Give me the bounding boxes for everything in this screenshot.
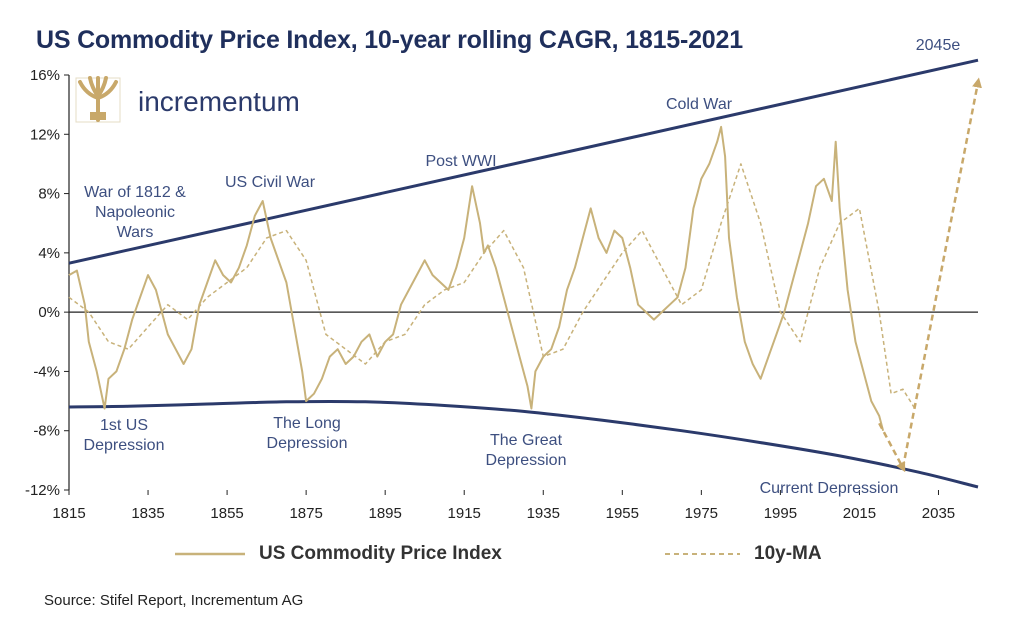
annotation-line: 1st US: [100, 417, 148, 434]
y-tick-label: 8%: [38, 186, 60, 203]
projection-arrow-up: [901, 77, 982, 469]
y-tick-label: 0%: [38, 304, 60, 321]
annotation-line: Depression: [267, 435, 348, 452]
series-line-10y-ma: [68, 163, 916, 409]
x-tick-label: 1975: [685, 505, 718, 522]
x-tick-label: 1815: [52, 505, 85, 522]
x-tick-label: 2035: [922, 505, 955, 522]
annotation-line: The Great: [490, 432, 563, 449]
annotation-label: Post WWI: [425, 153, 496, 170]
annotation-label: The Long Depression: [267, 415, 348, 452]
x-tick-label: 1855: [210, 505, 243, 522]
legend-swatch-dashed: [665, 553, 740, 555]
y-tick-label: -4%: [33, 363, 60, 380]
annotation-label: US Civil War: [225, 174, 316, 191]
annotation-line: Post WWI: [425, 153, 496, 170]
x-tick-label: 1875: [289, 505, 322, 522]
y-tick-label: 4%: [38, 245, 60, 262]
series-line-commodity-index: [68, 125, 885, 431]
legend: US Commodity Price Index 10y-MA: [175, 543, 875, 573]
annotation-line: Cold War: [666, 96, 733, 113]
x-tick-label: 1935: [527, 505, 560, 522]
x-tick-label: 1895: [368, 505, 401, 522]
y-tick-label: -8%: [33, 423, 60, 440]
annotation-line: The Long: [273, 415, 341, 432]
x-tick-label: 1955: [606, 505, 639, 522]
trend-line-upper: [68, 58, 979, 265]
legend-item-index: US Commodity Price Index: [175, 543, 502, 565]
annotation-label: Current Depression: [760, 480, 899, 497]
projection-arrow-down: [878, 422, 906, 473]
legend-swatch-solid: [175, 552, 245, 556]
annotation-line: Current Depression: [760, 480, 899, 497]
x-tick-label: 1915: [448, 505, 481, 522]
logo-text: incrementum: [138, 86, 300, 117]
legend-item-ma: 10y-MA: [665, 543, 822, 565]
annotation-label: 1st US Depression: [84, 417, 165, 454]
annotation-line: 2045e: [916, 37, 961, 54]
source-note: Source: Stifel Report, Incrementum AG: [44, 592, 304, 609]
annotation-line: US Civil War: [225, 174, 316, 191]
y-tick-label: -12%: [25, 482, 60, 499]
incrementum-logo: [75, 76, 121, 123]
annotation-label: 2045e: [916, 37, 961, 54]
logo-tree-icon: [78, 76, 118, 122]
annotation-line: Wars: [117, 224, 154, 241]
logo-trunk: [90, 112, 106, 120]
chart-title: US Commodity Price Index, 10-year rollin…: [36, 26, 743, 54]
annotation-label: War of 1812 & Napoleonic Wars: [84, 184, 186, 241]
annotation-line: War of 1812 &: [84, 184, 186, 201]
annotation-line: Depression: [84, 437, 165, 454]
x-tick-label: 1835: [131, 505, 164, 522]
legend-label-ma: 10y-MA: [754, 543, 822, 564]
trend-line-lower: [68, 399, 979, 489]
annotation-line: Depression: [486, 452, 567, 469]
annotation-line: Napoleonic: [95, 204, 175, 221]
x-tick-label: 1995: [764, 505, 797, 522]
legend-label-index: US Commodity Price Index: [259, 543, 502, 564]
y-tick-label: 12%: [30, 126, 60, 143]
annotation-label: Cold War: [666, 96, 733, 113]
x-tick-label: 2015: [843, 505, 876, 522]
annotation-label: The Great Depression: [486, 432, 567, 469]
y-tick-label: 16%: [30, 67, 60, 84]
